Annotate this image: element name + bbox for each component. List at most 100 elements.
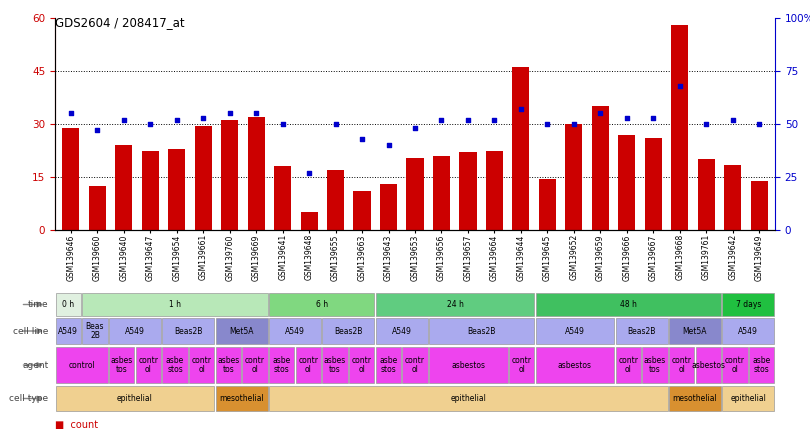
Bar	[168, 149, 185, 230]
Bar	[669, 386, 721, 411]
Bar	[353, 191, 371, 230]
Bar	[322, 318, 374, 344]
Text: asbe
stos: asbe stos	[166, 356, 184, 374]
Point	[462, 116, 475, 123]
Bar	[723, 293, 774, 316]
Bar	[751, 181, 768, 230]
Text: asbes
tos: asbes tos	[217, 356, 240, 374]
Bar	[376, 293, 535, 316]
Point	[620, 114, 633, 121]
Text: contr
ol: contr ol	[405, 356, 425, 374]
Text: Beas2B: Beas2B	[628, 326, 656, 336]
Bar	[696, 347, 721, 384]
Text: 1 h: 1 h	[169, 300, 181, 309]
Bar	[163, 347, 188, 384]
Point	[435, 116, 448, 123]
Point	[752, 120, 765, 127]
Text: 7 days: 7 days	[735, 300, 761, 309]
Bar	[301, 212, 318, 230]
Bar	[403, 347, 428, 384]
Text: A549: A549	[565, 326, 585, 336]
Point	[514, 106, 527, 113]
Point	[594, 110, 607, 117]
Bar	[215, 318, 267, 344]
Bar	[376, 347, 401, 384]
Bar	[591, 106, 609, 230]
Point	[673, 82, 686, 89]
Text: cell line: cell line	[13, 326, 49, 336]
Text: asbe
stos: asbe stos	[379, 356, 398, 374]
Bar	[376, 318, 428, 344]
Bar	[535, 293, 721, 316]
Text: ■  count: ■ count	[55, 420, 98, 430]
Text: asbestos: asbestos	[691, 361, 725, 369]
Text: epithelial: epithelial	[731, 394, 766, 403]
Bar	[642, 347, 667, 384]
Bar	[62, 127, 79, 230]
Text: A549: A549	[739, 326, 758, 336]
Point	[646, 114, 659, 121]
Text: 0 h: 0 h	[62, 300, 75, 309]
Bar	[83, 293, 267, 316]
Point	[567, 120, 580, 127]
Text: cell type: cell type	[10, 394, 49, 403]
Text: A549: A549	[125, 326, 145, 336]
Bar	[349, 347, 374, 384]
Bar	[269, 293, 374, 316]
Point	[91, 127, 104, 134]
Text: A549: A549	[392, 326, 411, 336]
Bar	[539, 179, 556, 230]
Bar	[723, 318, 774, 344]
Point	[144, 120, 157, 127]
Bar	[83, 318, 108, 344]
Text: Beas2B: Beas2B	[467, 326, 496, 336]
Text: asbes
tos: asbes tos	[324, 356, 346, 374]
Text: mesothelial: mesothelial	[672, 394, 718, 403]
Bar	[269, 318, 321, 344]
Bar	[215, 347, 241, 384]
Text: asbestos: asbestos	[558, 361, 592, 369]
Bar	[142, 151, 159, 230]
Bar	[645, 138, 662, 230]
Point	[197, 114, 210, 121]
Point	[276, 120, 289, 127]
Text: contr
ol: contr ol	[671, 356, 692, 374]
Point	[700, 120, 713, 127]
Point	[382, 142, 395, 149]
Point	[329, 120, 342, 127]
Bar	[242, 347, 267, 384]
Bar	[380, 184, 397, 230]
Bar	[723, 347, 748, 384]
Bar	[56, 318, 81, 344]
Bar	[509, 347, 535, 384]
Text: asbes
tos: asbes tos	[110, 356, 133, 374]
Bar	[322, 347, 347, 384]
Point	[356, 135, 369, 143]
Bar	[56, 386, 214, 411]
Bar	[459, 152, 476, 230]
Point	[408, 125, 421, 132]
Text: epithelial: epithelial	[450, 394, 486, 403]
Text: contr
ol: contr ol	[618, 356, 638, 374]
Bar	[486, 151, 503, 230]
Text: epithelial: epithelial	[117, 394, 153, 403]
Bar	[163, 318, 214, 344]
Text: A549: A549	[285, 326, 305, 336]
Text: A549: A549	[58, 326, 79, 336]
Text: mesothelial: mesothelial	[220, 394, 264, 403]
Text: contr
ol: contr ol	[512, 356, 531, 374]
Point	[65, 110, 78, 117]
Bar	[136, 347, 161, 384]
Bar	[429, 347, 508, 384]
Text: Met5A: Met5A	[683, 326, 707, 336]
Bar	[248, 117, 265, 230]
Text: contr
ol: contr ol	[192, 356, 211, 374]
Bar	[724, 165, 741, 230]
Point	[224, 110, 237, 117]
Text: Beas2B: Beas2B	[335, 326, 363, 336]
Bar	[274, 166, 292, 230]
Bar	[535, 318, 614, 344]
Point	[727, 116, 740, 123]
Text: Beas
2B: Beas 2B	[86, 321, 104, 341]
Point	[541, 120, 554, 127]
